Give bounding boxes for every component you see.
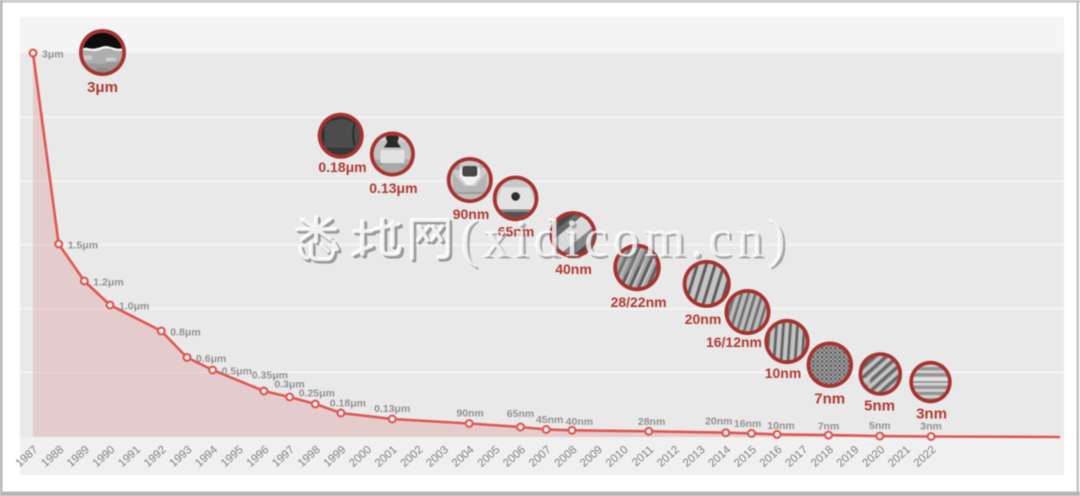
svg-text:0.25μm: 0.25μm <box>299 388 335 400</box>
svg-text:90nm: 90nm <box>456 408 483 420</box>
svg-text:0.35μm: 0.35μm <box>252 370 288 382</box>
svg-text:28/22nm: 28/22nm <box>611 294 667 310</box>
svg-text:10nm: 10nm <box>765 365 802 381</box>
svg-text:0.5μm: 0.5μm <box>222 366 252 378</box>
svg-text:10nm: 10nm <box>767 420 794 432</box>
svg-text:0.18μm: 0.18μm <box>330 398 366 410</box>
svg-text:1.5μm: 1.5μm <box>68 240 98 252</box>
svg-text:40nm: 40nm <box>555 261 592 277</box>
svg-text:16nm: 16nm <box>734 418 761 430</box>
svg-text:40nm: 40nm <box>566 416 593 428</box>
svg-text:3μm: 3μm <box>87 79 118 96</box>
svg-text:0.6μm: 0.6μm <box>196 353 226 365</box>
svg-text:5nm: 5nm <box>864 398 895 415</box>
svg-text:(xidicom.cn): (xidicom.cn) <box>460 208 790 268</box>
svg-text:65nm: 65nm <box>498 224 535 240</box>
svg-text:28nm: 28nm <box>638 416 665 428</box>
svg-text:20nm: 20nm <box>685 311 722 327</box>
svg-text:3nm: 3nm <box>920 421 942 433</box>
svg-text:3nm: 3nm <box>916 406 947 423</box>
svg-text:0.18μm: 0.18μm <box>318 159 366 175</box>
svg-text:45nm: 45nm <box>536 414 563 426</box>
svg-text:7nm: 7nm <box>814 391 845 408</box>
svg-text:0.3μm: 0.3μm <box>274 379 304 391</box>
svg-text:65nm: 65nm <box>507 408 534 420</box>
svg-text:1.2μm: 1.2μm <box>93 277 123 289</box>
svg-text:16/12nm: 16/12nm <box>706 334 762 350</box>
svg-text:90nm: 90nm <box>453 206 490 222</box>
svg-text:5nm: 5nm <box>869 420 891 432</box>
svg-text:0.13μm: 0.13μm <box>369 180 417 196</box>
svg-text:1.0μm: 1.0μm <box>119 301 149 313</box>
svg-text:20nm: 20nm <box>705 416 732 428</box>
svg-text:3μm: 3μm <box>42 49 64 61</box>
svg-text:7nm: 7nm <box>818 421 840 433</box>
svg-text:0.13μm: 0.13μm <box>374 403 410 415</box>
svg-text:0.8μm: 0.8μm <box>170 327 200 339</box>
svg-text:(xidicom.cn): (xidicom.cn) <box>462 210 792 270</box>
